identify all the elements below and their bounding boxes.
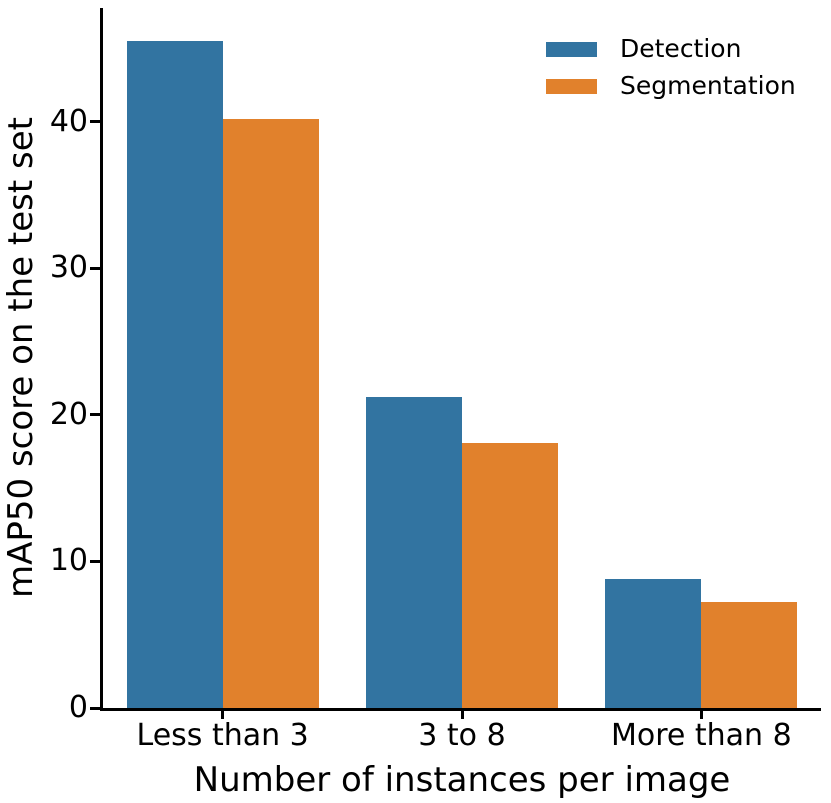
y-axis-tick xyxy=(90,413,100,417)
y-axis-tick xyxy=(90,706,100,710)
x-axis-label: Number of instances per image xyxy=(193,760,731,800)
segmentation-color-swatch xyxy=(546,78,597,94)
legend-label-segmentation: Segmentation xyxy=(620,71,796,100)
bar-detection-1 xyxy=(366,397,462,708)
y-axis-tick xyxy=(90,266,100,270)
legend-label-detection: Detection xyxy=(620,34,742,63)
y-axis-tick-label: 0 xyxy=(68,690,88,725)
bar-segmentation-2 xyxy=(701,602,798,708)
y-axis-tick-label: 40 xyxy=(49,103,88,139)
x-axis-tick-label: 3 to 8 xyxy=(418,718,506,753)
y-axis-tick-label: 10 xyxy=(49,543,88,579)
y-axis-spine xyxy=(100,8,103,711)
legend-entry-detection: Detection xyxy=(546,34,796,64)
y-axis-tick-label: 30 xyxy=(49,250,88,286)
y-axis-tick xyxy=(90,559,100,563)
plot-area: Detection Segmentation Number of instanc… xyxy=(50,8,821,800)
detection-color-swatch xyxy=(546,41,597,57)
x-axis-tick xyxy=(460,711,464,719)
y-axis-tick xyxy=(90,120,100,124)
x-axis-spine xyxy=(100,708,821,711)
y-axis-tick-label: 20 xyxy=(49,396,88,432)
legend: Detection Segmentation xyxy=(546,34,796,101)
legend-entry-segmentation: Segmentation xyxy=(546,71,796,101)
x-axis-tick-label: More than 8 xyxy=(610,718,792,753)
bar-segmentation-0 xyxy=(222,118,319,708)
x-axis-tick xyxy=(221,711,225,719)
x-axis-tick xyxy=(699,711,703,719)
bar-detection-2 xyxy=(605,579,702,708)
x-axis-tick-label: Less than 3 xyxy=(136,718,309,753)
bar-segmentation-1 xyxy=(462,442,558,708)
bar-detection-0 xyxy=(126,40,223,708)
